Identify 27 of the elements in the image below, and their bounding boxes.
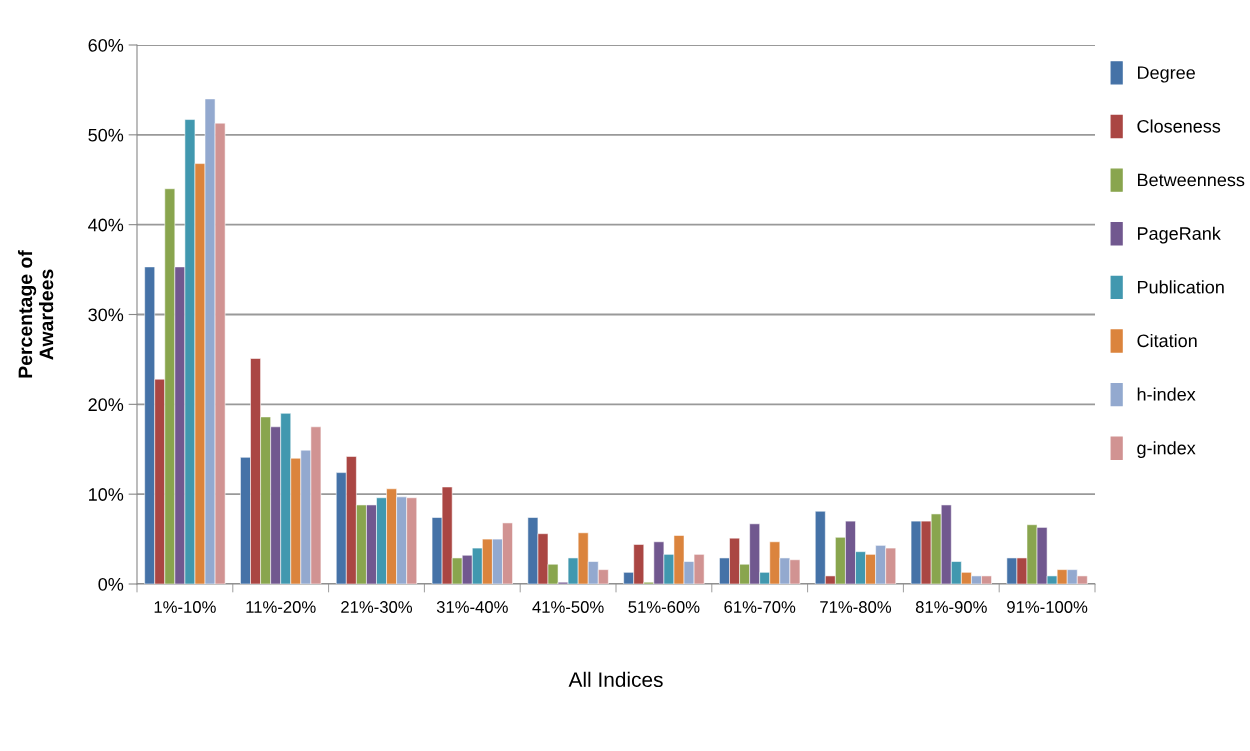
x-tick-label: 91%-100% bbox=[1007, 601, 1088, 613]
x-tick-label: 21%-30% bbox=[341, 601, 413, 613]
x-tick-label: 1%-10% bbox=[154, 601, 216, 613]
legend-label: Citation bbox=[1137, 333, 1197, 348]
y-tick-label: 50% bbox=[88, 128, 124, 142]
y-tick-label: 30% bbox=[88, 308, 124, 322]
legend-label: Closeness bbox=[1137, 119, 1221, 133]
legend-label: Betweenness bbox=[1138, 173, 1245, 187]
x-tick-label: 41%-50% bbox=[532, 601, 604, 613]
y-tick-label: 10% bbox=[89, 488, 124, 501]
legend-label: Publication bbox=[1138, 280, 1224, 294]
x-tick-label: 71%-80% bbox=[820, 601, 892, 613]
legend-label: PageRank bbox=[1138, 226, 1221, 244]
x-axis-title: All Indices bbox=[568, 671, 663, 688]
legend-label: h-index bbox=[1137, 387, 1196, 401]
x-tick-label: 81%-90% bbox=[915, 601, 987, 613]
y-tick-label: 0% bbox=[98, 577, 124, 591]
y-tick-label: 20% bbox=[88, 398, 124, 412]
y-axis-title: Percentage of Awardees bbox=[17, 250, 54, 378]
x-tick-label: 11%-20% bbox=[246, 601, 316, 613]
x-tick-label: 61%-70% bbox=[724, 601, 796, 613]
y-tick-label: 40% bbox=[88, 218, 124, 232]
legend-label: g-index bbox=[1137, 441, 1196, 458]
legend-label: Degree bbox=[1138, 66, 1195, 83]
x-tick-label: 51%-60% bbox=[628, 601, 700, 613]
y-tick-label: 60% bbox=[88, 38, 124, 52]
x-tick-label: 31%-40% bbox=[436, 601, 508, 613]
